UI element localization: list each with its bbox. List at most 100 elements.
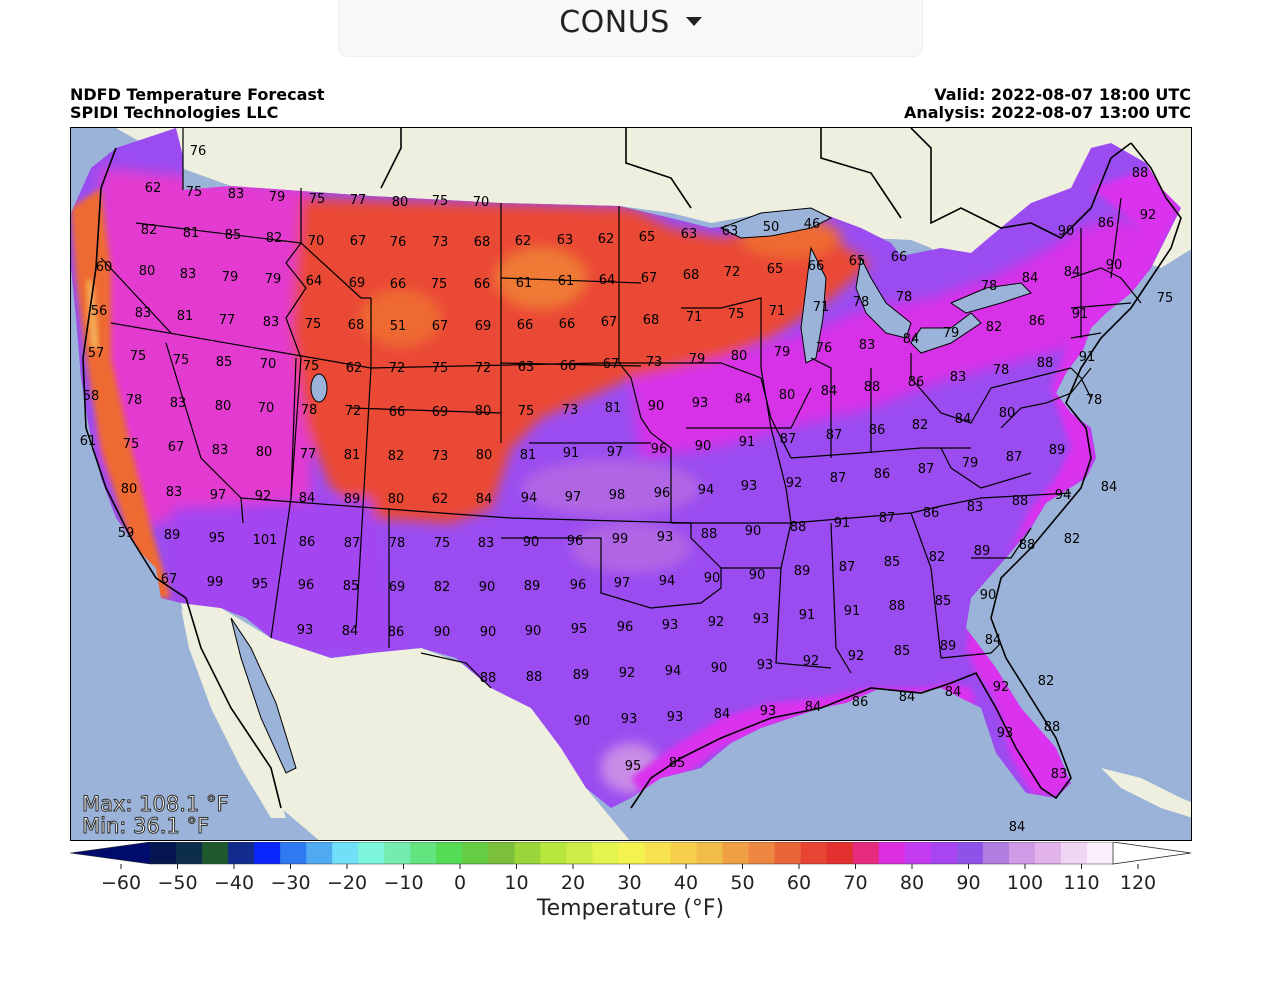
point-label: 89 <box>1049 443 1066 458</box>
colorbar-tick-label: 70 <box>843 872 867 892</box>
colorbar-cell <box>982 842 1010 864</box>
point-label: 84 <box>805 700 822 715</box>
point-label: 87 <box>918 462 935 477</box>
point-label: 80 <box>121 482 138 497</box>
point-label: 65 <box>767 262 784 277</box>
point-label: 93 <box>667 710 684 725</box>
colorbar-cell <box>540 842 568 864</box>
point-label: 86 <box>869 423 886 438</box>
point-label: 82 <box>929 550 946 565</box>
point-label: 97 <box>210 488 227 503</box>
point-label: 75 <box>309 192 326 207</box>
colorbar-tick-label: 20 <box>561 872 585 892</box>
point-label: 67 <box>641 271 658 286</box>
point-label: 84 <box>945 685 962 700</box>
point-label: 66 <box>517 318 534 333</box>
colorbar-tick-label: 100 <box>1007 872 1043 892</box>
chevron-down-icon <box>685 16 702 26</box>
point-label: 92 <box>803 654 820 669</box>
point-label: 66 <box>891 250 908 265</box>
point-label: 68 <box>474 235 491 250</box>
point-label: 62 <box>515 234 532 249</box>
point-label: 61 <box>80 434 97 449</box>
colorbar-cell <box>670 842 698 864</box>
point-label: 66 <box>559 317 576 332</box>
colorbar-cell <box>1008 842 1036 864</box>
point-label: 83 <box>950 370 967 385</box>
point-label: 82 <box>266 231 283 246</box>
point-label: 85 <box>935 594 952 609</box>
colorbar-cell <box>904 842 932 864</box>
point-label: 92 <box>708 615 725 630</box>
point-label: 78 <box>993 363 1010 378</box>
point-label: 82 <box>434 580 451 595</box>
point-label: 99 <box>612 532 629 547</box>
point-label: 64 <box>306 274 323 289</box>
point-label: 84 <box>903 332 920 347</box>
point-label: 78 <box>301 403 318 418</box>
point-label: 58 <box>83 389 100 404</box>
colorbar-cell <box>774 842 802 864</box>
point-label: 72 <box>724 265 741 280</box>
point-label: 56 <box>91 304 108 319</box>
point-label: 80 <box>731 349 748 364</box>
point-label: 75 <box>431 277 448 292</box>
colorbar-cell <box>1060 842 1088 864</box>
point-label: 69 <box>349 276 366 291</box>
point-label: 89 <box>794 564 811 579</box>
point-label: 78 <box>389 536 406 551</box>
point-label: 87 <box>1006 450 1023 465</box>
point-label: 79 <box>222 270 239 285</box>
point-label: 90 <box>523 535 540 550</box>
point-label: 88 <box>790 520 807 535</box>
colorbar-cell <box>930 842 958 864</box>
point-label: 79 <box>774 345 791 360</box>
point-label: 85 <box>894 644 911 659</box>
point-label: 88 <box>864 380 881 395</box>
point-label: 63 <box>722 224 739 239</box>
point-label: 90 <box>1106 258 1123 273</box>
point-label: 90 <box>745 524 762 539</box>
point-label: 73 <box>562 403 579 418</box>
point-label: 86 <box>908 375 925 390</box>
point-label: 63 <box>681 227 698 242</box>
point-label: 86 <box>1098 216 1115 231</box>
region-select[interactable]: CONUS <box>338 0 923 57</box>
point-label: 75 <box>123 437 140 452</box>
colorbar-cell <box>306 842 333 864</box>
point-label: 93 <box>621 712 638 727</box>
max-min-stats: Max: 108.1 °F Min: 36.1 °F <box>82 792 230 838</box>
point-label: 67 <box>601 315 618 330</box>
colorbar-tick-label: −60 <box>101 872 141 892</box>
colorbar-tick-label: −10 <box>383 872 423 892</box>
max-temperature: Max: 108.1 °F <box>82 792 230 816</box>
point-label: 89 <box>573 668 590 683</box>
colorbar-cell <box>410 842 437 864</box>
analysis-time: Analysis: 2022-08-07 13:00 UTC <box>903 103 1191 122</box>
point-label: 66 <box>808 259 825 274</box>
colorbar-tick-label: −30 <box>270 872 310 892</box>
point-label: 59 <box>118 526 135 541</box>
point-label: 88 <box>889 599 906 614</box>
colorbar-cell <box>696 842 724 864</box>
point-label: 97 <box>607 445 624 460</box>
valid-time: Valid: 2022-08-07 18:00 UTC <box>934 85 1191 104</box>
point-label: 88 <box>526 670 543 685</box>
point-label: 72 <box>475 361 492 376</box>
point-label: 78 <box>981 279 998 294</box>
point-label: 63 <box>557 233 574 248</box>
colorbar-cell <box>254 842 281 864</box>
colorbar-tick-label: 50 <box>730 872 754 892</box>
point-label: 79 <box>943 326 960 341</box>
point-label: 73 <box>432 449 449 464</box>
colorbar-tick-label: 80 <box>900 872 924 892</box>
point-label: 75 <box>305 317 322 332</box>
point-label: 92 <box>255 489 272 504</box>
point-label: 88 <box>1037 356 1054 371</box>
point-label: 80 <box>392 195 409 210</box>
point-label: 84 <box>1064 265 1081 280</box>
colorbar-cell <box>488 842 515 864</box>
point-label: 83 <box>1051 767 1068 782</box>
point-label: 66 <box>474 277 491 292</box>
point-label: 90 <box>574 714 591 729</box>
